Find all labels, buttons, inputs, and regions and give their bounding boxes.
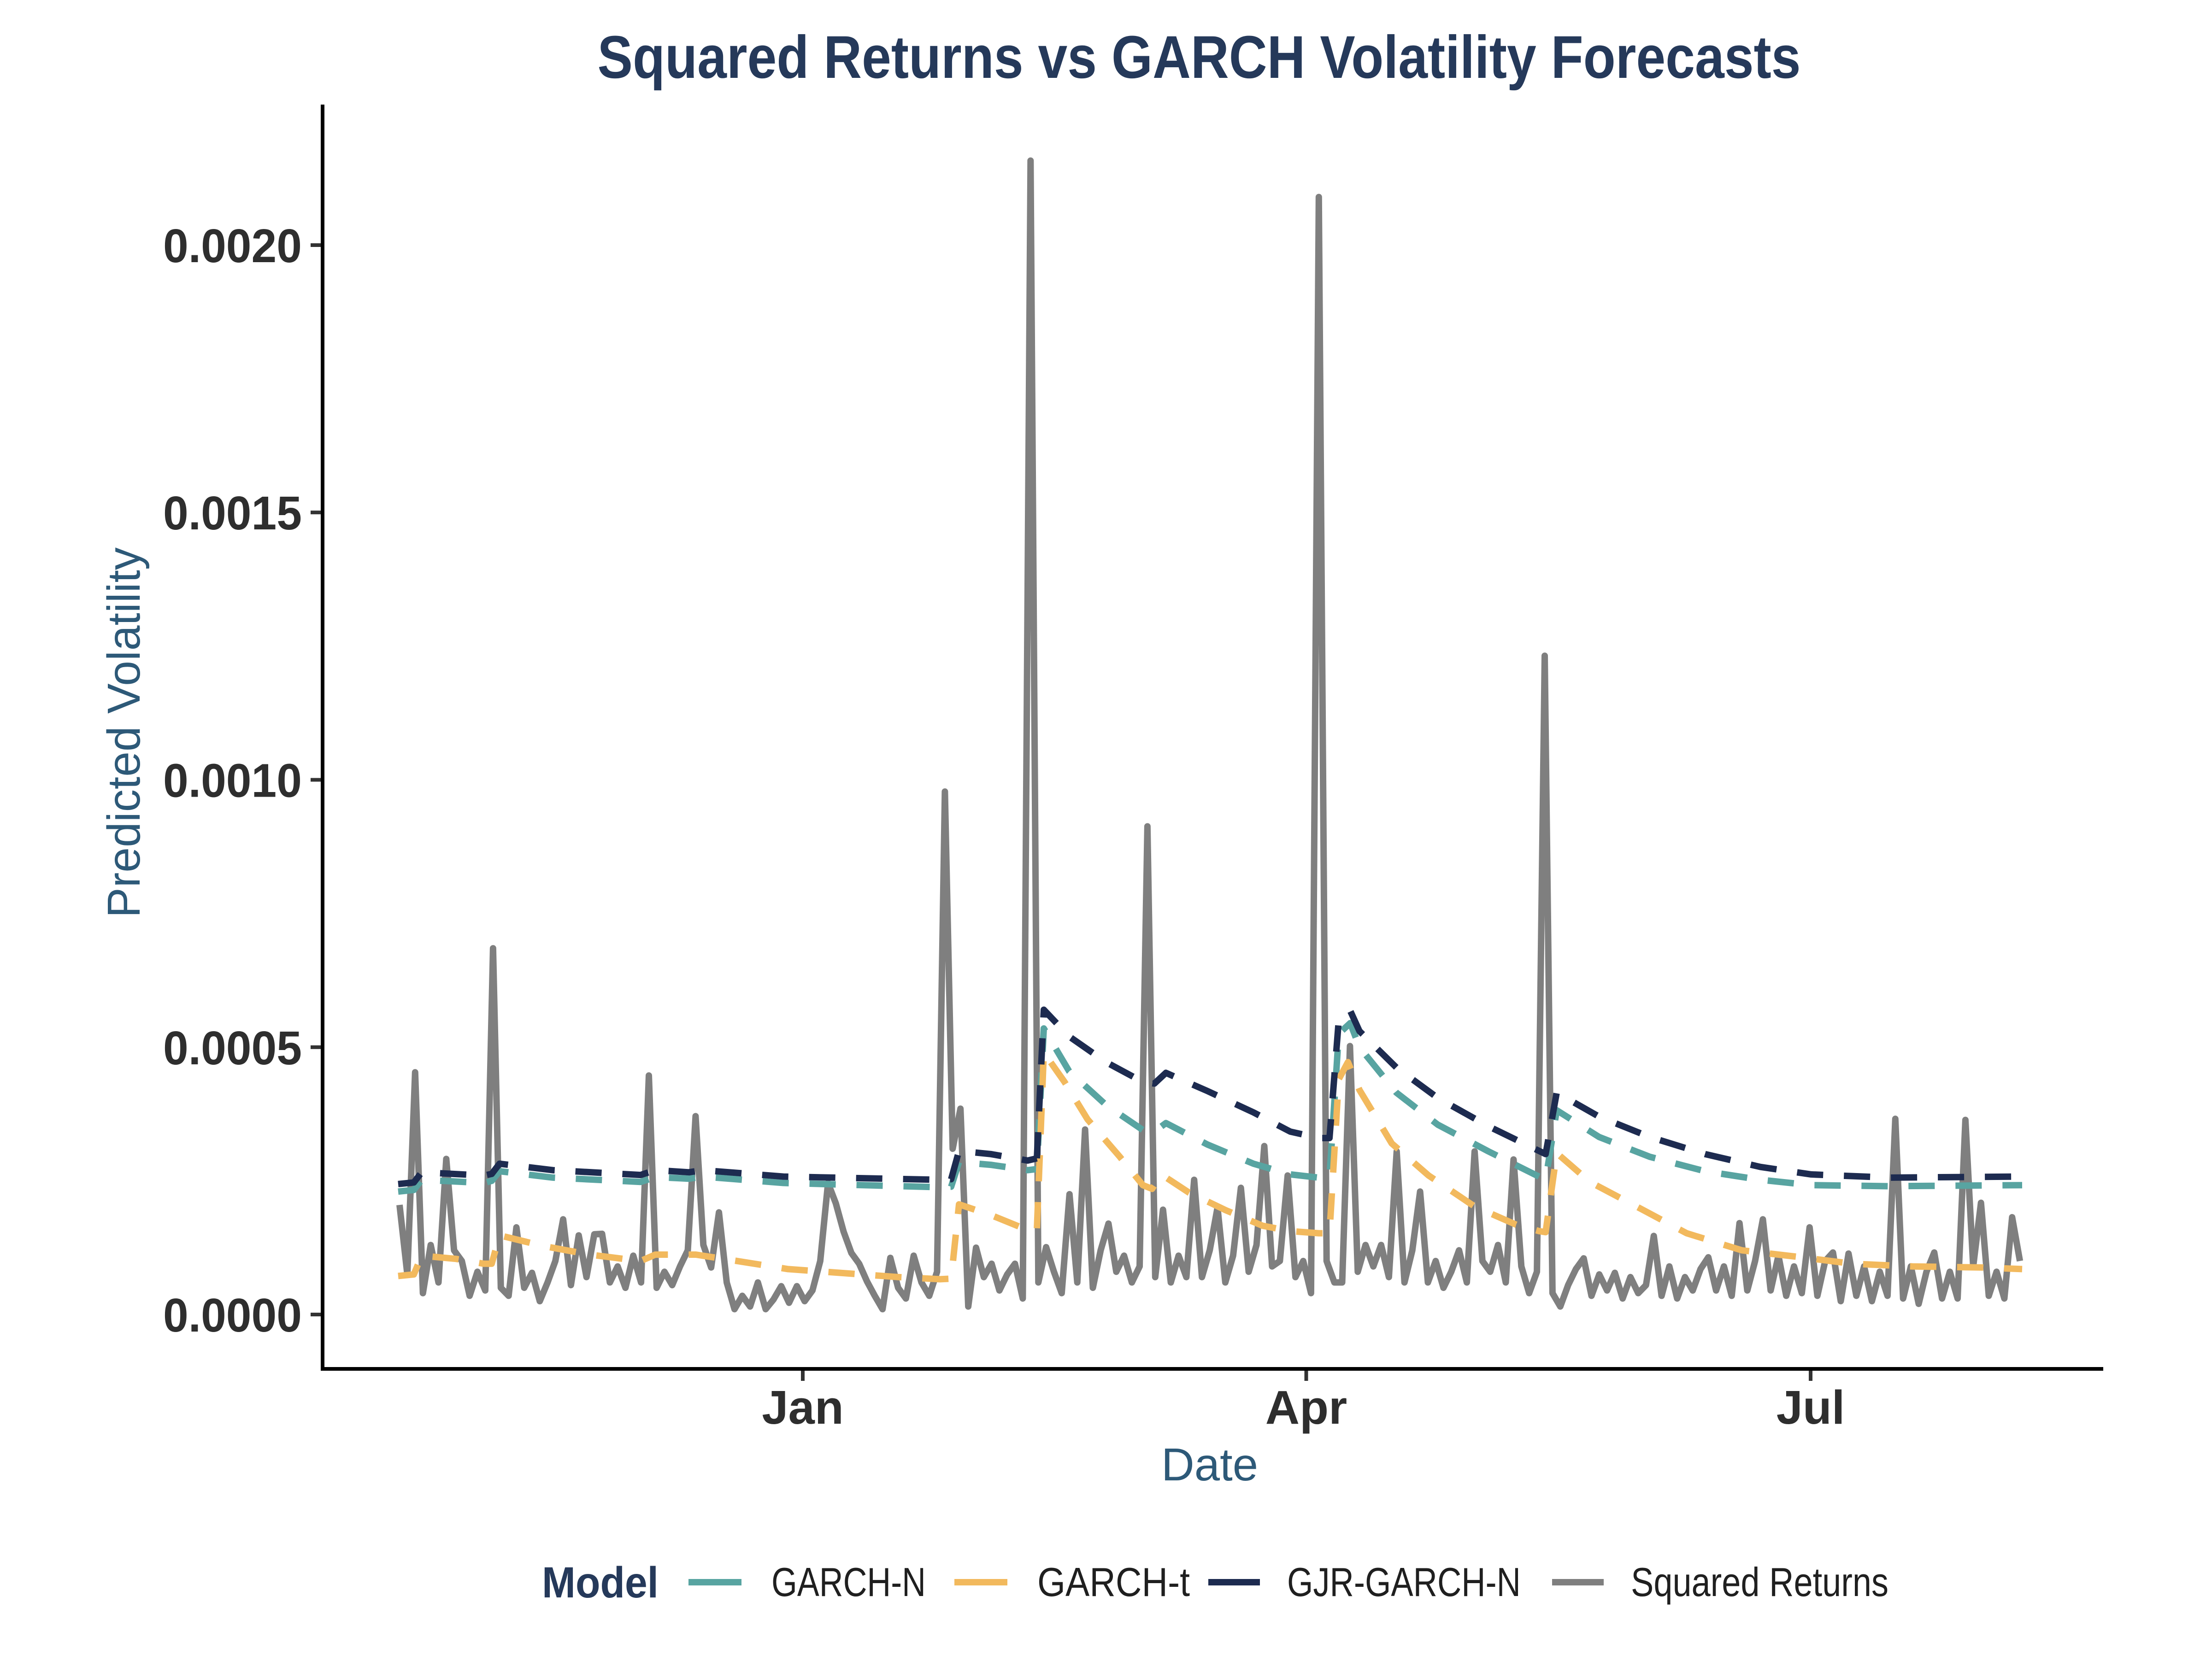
svg-text:Squared Returns: Squared Returns [1631,1559,1888,1605]
svg-text:GJR-GARCH-N: GJR-GARCH-N [1287,1559,1521,1605]
svg-text:GARCH-t: GARCH-t [1037,1559,1190,1605]
svg-text:0.0020: 0.0020 [163,219,302,272]
svg-text:Date: Date [1161,1439,1258,1491]
svg-text:0.0005: 0.0005 [163,1021,302,1074]
svg-text:0.0000: 0.0000 [163,1289,302,1342]
svg-text:Apr: Apr [1265,1381,1347,1434]
svg-text:0.0010: 0.0010 [163,754,302,807]
svg-text:0.0015: 0.0015 [163,487,302,540]
svg-text:Jul: Jul [1777,1381,1845,1434]
svg-text:GARCH-N: GARCH-N [771,1559,926,1605]
svg-text:Predicted Volatility: Predicted Volatility [98,547,150,918]
svg-text:Model: Model [542,1558,659,1607]
svg-text:Jan: Jan [762,1381,843,1434]
svg-text:Squared Returns vs GARCH Volat: Squared Returns vs GARCH Volatility Fore… [598,23,1801,91]
